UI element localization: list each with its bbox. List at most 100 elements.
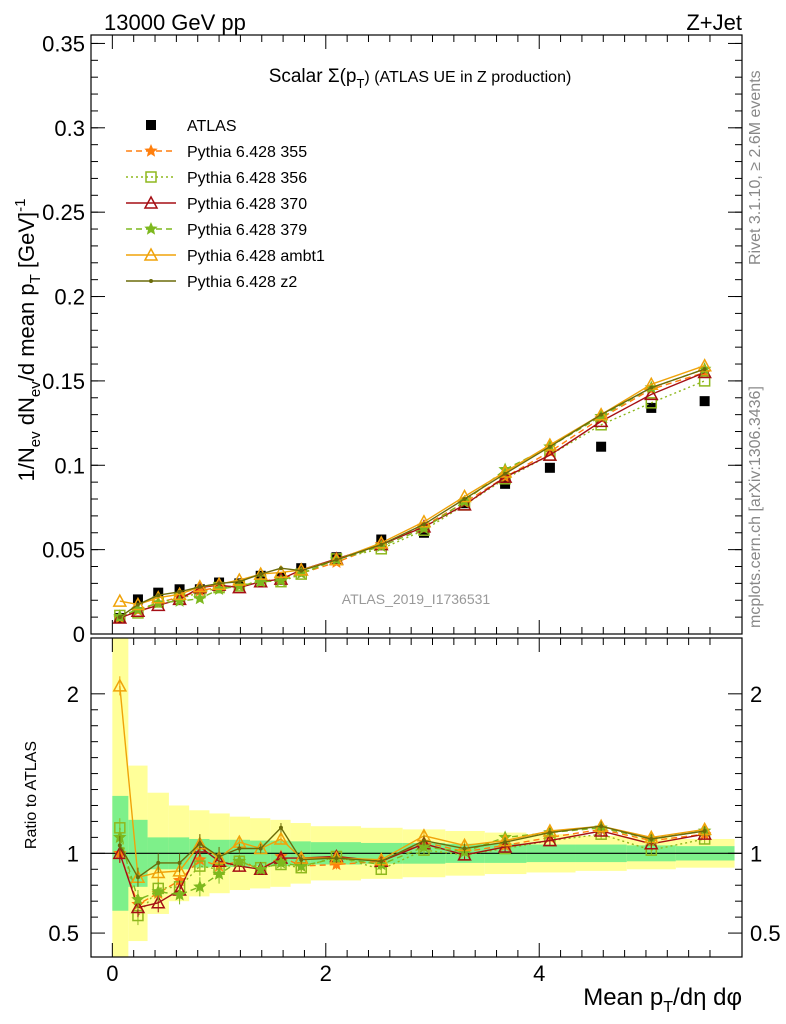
ratio-pythia-6-428-z2-point bbox=[117, 843, 122, 848]
ratio-ytick-label-right: 2 bbox=[750, 682, 762, 707]
ratio-panel: 0.5 0.5 1 1 2 2 0 2 4 Ratio to ATLAS Mean pT/dη … bbox=[23, 637, 781, 1016]
series-pythia-6-428-z2-point bbox=[237, 579, 242, 584]
legend-pythia-6-428-370-label: Pythia 6.428 370 bbox=[187, 196, 307, 213]
ratio-pythia-6-428-ambt1-point bbox=[150, 864, 166, 879]
ratio-pythia-6-428-379-point bbox=[131, 892, 145, 906]
ratio-pythia-6-428-z2-point bbox=[547, 830, 552, 835]
legend-pythia-6-428-356-label: Pythia 6.428 356 bbox=[187, 170, 307, 187]
watermark: ATLAS_2019_I1736531 bbox=[342, 591, 491, 607]
main-ytick-label: 0 bbox=[73, 622, 85, 647]
main-ytick-label: 0.05 bbox=[42, 538, 85, 563]
ratio-pythia-6-428-379-point bbox=[294, 859, 308, 872]
series-pythia-6-428-z2-point bbox=[421, 522, 426, 527]
series-pythia-6-428-356-point bbox=[645, 397, 658, 409]
series-pythia-6-428-z2-point bbox=[135, 602, 140, 607]
legend-pythia-6-428-379-marker bbox=[144, 221, 158, 235]
header-right: Z+Jet bbox=[686, 10, 742, 35]
ratio-pythia-6-428-z2-point bbox=[278, 825, 283, 830]
mcplots-label: mcplots.cern.ch [arXiv:1306.3436] bbox=[747, 386, 764, 628]
main-panel: 0 0.05 0.1 0.15 0.2 0.25 0.3 0.35 ATLAS_2019_I1… bbox=[12, 31, 743, 647]
series-pythia-6-428-370-point bbox=[644, 386, 659, 401]
ratio-pythia-6-428-z2-point bbox=[299, 857, 304, 862]
main-ytick-label: 0.35 bbox=[42, 31, 85, 56]
ratio-xtick-label: 4 bbox=[533, 961, 545, 986]
main-ytick-label: 0.3 bbox=[54, 116, 85, 141]
ratio-pythia-6-428-ambt1-point bbox=[112, 678, 128, 692]
main-title-sub: T bbox=[356, 76, 364, 91]
ratio-pythia-6-428-379-point bbox=[151, 884, 165, 898]
ratio-pythia-6-428-z2-point bbox=[258, 846, 263, 851]
series-pythia-6-428-z2-point bbox=[379, 542, 384, 547]
legend-pythia-6-428-355-label: Pythia 6.428 355 bbox=[187, 144, 307, 161]
series-pythia-6-428-z2-point bbox=[503, 471, 508, 476]
legend-pythia-6-428-370-marker bbox=[143, 195, 159, 209]
legend: ATLAS Pythia 6.428 355 Pythia 6.428 356 Pyt… bbox=[126, 118, 325, 291]
ratio-pythia-6-428-379-point bbox=[172, 887, 187, 901]
series-atlas-point bbox=[699, 396, 710, 407]
ratio-pythia-6-428-z2-point bbox=[237, 846, 242, 851]
ratio-pythia-6-428-z2-point bbox=[421, 838, 426, 843]
ratio-pythia-6-428-ambt1-point bbox=[273, 831, 289, 845]
series-pythia-6-428-z2-point bbox=[156, 593, 161, 598]
ratio-pythia-6-428-z2-point bbox=[599, 824, 604, 829]
series-pythia-6-428-355-line bbox=[119, 371, 705, 619]
series-pythia-6-428-ambt1-point bbox=[374, 535, 389, 549]
ratio-pythia-6-428-379-point bbox=[212, 867, 226, 880]
ratio-pythia-6-428-379-point bbox=[232, 854, 246, 868]
ratio-ytick-label: 2 bbox=[67, 682, 79, 707]
ratio-ytick-label: 1 bbox=[67, 841, 79, 866]
ratio-pythia-6-428-z2-point bbox=[217, 854, 222, 859]
ratio-pythia-6-428-z2-point bbox=[135, 875, 140, 880]
series-pythia-6-428-z2-line bbox=[119, 368, 705, 618]
series-pythia-6-428-356-line bbox=[119, 380, 705, 617]
ratio-pythia-6-428-370-point bbox=[497, 839, 513, 853]
series-pythia-6-428-z2-point bbox=[117, 615, 122, 620]
series-atlas-point bbox=[596, 441, 607, 452]
ratio-pythia-6-428-379-point bbox=[193, 879, 207, 893]
series-pythia-6-428-z2-point bbox=[197, 584, 202, 589]
series-pythia-6-428-370-point bbox=[542, 447, 558, 461]
main-title-text: Scalar Σ(p bbox=[269, 66, 357, 87]
series-pythia-6-428-z2-point bbox=[217, 581, 222, 586]
series-pythia-6-428-ambt1-point bbox=[172, 586, 187, 601]
ratio-ytick-label-right: 1 bbox=[750, 841, 762, 866]
ratio-pythia-6-428-ambt1-point bbox=[593, 818, 609, 832]
series-pythia-6-428-z2-point bbox=[649, 385, 654, 390]
ratio-ytick-label-right: 0.5 bbox=[750, 921, 781, 946]
ratio-pythia-6-428-z2-point bbox=[177, 860, 182, 865]
series-pythia-6-428-379-point bbox=[274, 573, 288, 587]
series-pythia-6-428-z2-point bbox=[278, 566, 283, 571]
ratio-pythia-6-428-z2-point bbox=[379, 859, 384, 864]
legend-atlas-marker bbox=[146, 120, 156, 130]
legend-pythia-6-428-z2-marker bbox=[149, 279, 153, 283]
ratio-pythia-6-428-356-point bbox=[194, 860, 206, 872]
main-ytick-label: 0.25 bbox=[42, 200, 85, 225]
ratio-pythia-6-428-ambt1-point bbox=[172, 863, 187, 877]
series-pythia-6-428-z2-point bbox=[258, 572, 263, 577]
ratio-pythia-6-428-370-point bbox=[112, 845, 128, 860]
legend-pythia-6-428-z2-label: Pythia 6.428 z2 bbox=[187, 274, 297, 291]
ratio-pythia-6-428-z2-point bbox=[462, 846, 467, 851]
ratio-pythia-6-428-379-point bbox=[274, 855, 288, 869]
ratio-pythia-6-428-379-point bbox=[417, 839, 431, 853]
ratio-xtick-label: 2 bbox=[320, 961, 332, 986]
series-pythia-6-428-ambt1-point bbox=[593, 407, 609, 421]
main-ytick-label: 0.1 bbox=[54, 453, 85, 478]
ratio-xlabel: Mean pT/dη dφ bbox=[583, 984, 742, 1016]
ratio-pythia-6-428-z2-point bbox=[503, 840, 508, 845]
series-pythia-6-428-z2-point bbox=[334, 557, 339, 562]
ratio-pythia-6-428-z2-point bbox=[334, 856, 339, 861]
series-pythia-6-428-ambt1-line bbox=[119, 365, 705, 606]
series-pythia-6-428-ambt1-point bbox=[416, 514, 432, 528]
header-left: 13000 GeV pp bbox=[104, 10, 246, 35]
series-pythia-6-428-ambt1-point bbox=[457, 488, 472, 503]
series-pythia-6-428-ambt1-point bbox=[130, 596, 146, 611]
ratio-pythia-6-428-z2-point bbox=[649, 836, 654, 841]
ratio-pythia-6-428-370-point bbox=[150, 895, 166, 909]
main-ytick-label: 0.15 bbox=[42, 369, 85, 394]
legend-atlas-label: ATLAS bbox=[187, 118, 237, 135]
ratio-pythia-6-428-379-point bbox=[254, 862, 268, 875]
ratio-pythia-6-428-z2-point bbox=[197, 841, 202, 846]
main-ylabel: 1/Nev dNev/d mean pT [GeV]-1 bbox=[12, 199, 44, 482]
